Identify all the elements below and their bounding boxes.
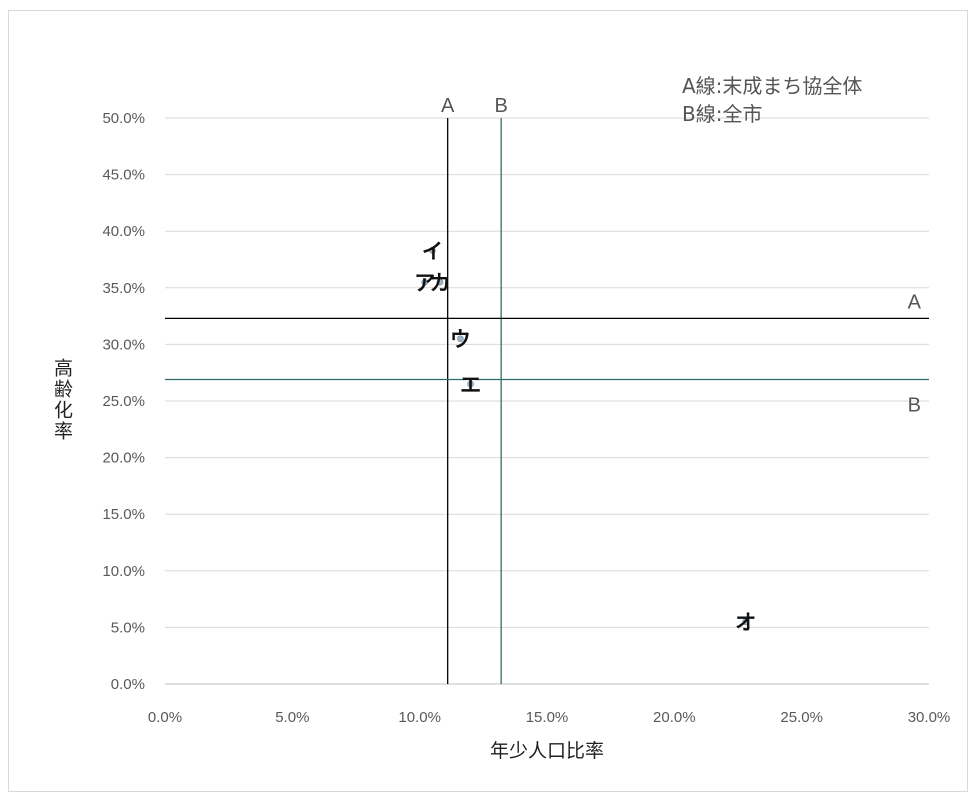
y-tick-label: 10.0%	[102, 563, 145, 580]
x-axis-title: 年少人口比率	[490, 740, 604, 762]
y-tick-label: 35.0%	[102, 280, 145, 297]
legend-line-a: A線:末成まち協全体	[682, 74, 863, 98]
x-tick-label: 0.0%	[148, 709, 182, 726]
y-tick-label: 45.0%	[102, 167, 145, 184]
data-point-label: オ	[735, 611, 756, 635]
data-point-label: ウ	[450, 328, 471, 352]
data-point-label: ア	[414, 271, 435, 295]
legend-line-b: B線:全市	[682, 102, 763, 126]
y-tick-label: 20.0%	[102, 450, 145, 467]
x-tick-label: 10.0%	[398, 709, 441, 726]
y-tick-label: 5.0%	[111, 619, 145, 636]
data-point	[457, 335, 464, 343]
data-point-label: イ	[422, 239, 443, 263]
y-tick-label: 40.0%	[102, 223, 145, 240]
x-tick-label: 15.0%	[526, 709, 569, 726]
y-tick-label: 50.0%	[102, 110, 145, 127]
ref-line-label: B	[908, 394, 921, 416]
ref-line-label: A	[441, 95, 455, 117]
data-point	[429, 247, 436, 254]
x-tick-label: 30.0%	[908, 709, 951, 726]
data-point	[742, 618, 749, 626]
data-point-label: エ	[460, 373, 481, 397]
y-tick-label: 0.0%	[111, 676, 145, 693]
x-tick-label: 20.0%	[653, 709, 696, 726]
data-point	[421, 278, 429, 286]
ref-line-label: B	[494, 95, 507, 117]
data-point	[436, 278, 444, 286]
ref-line-label: A	[908, 291, 922, 313]
data-point	[467, 380, 474, 388]
x-tick-label: 5.0%	[275, 709, 309, 726]
x-tick-label: 25.0%	[780, 709, 823, 726]
y-tick-label: 25.0%	[102, 393, 145, 410]
y-axis-title: 高齢化率	[51, 358, 73, 442]
legend: A線:末成まち協全体 B線:全市	[682, 72, 862, 128]
y-tick-label: 15.0%	[102, 506, 145, 523]
y-tick-label: 30.0%	[102, 336, 145, 353]
data-point-label: カ	[430, 271, 451, 295]
